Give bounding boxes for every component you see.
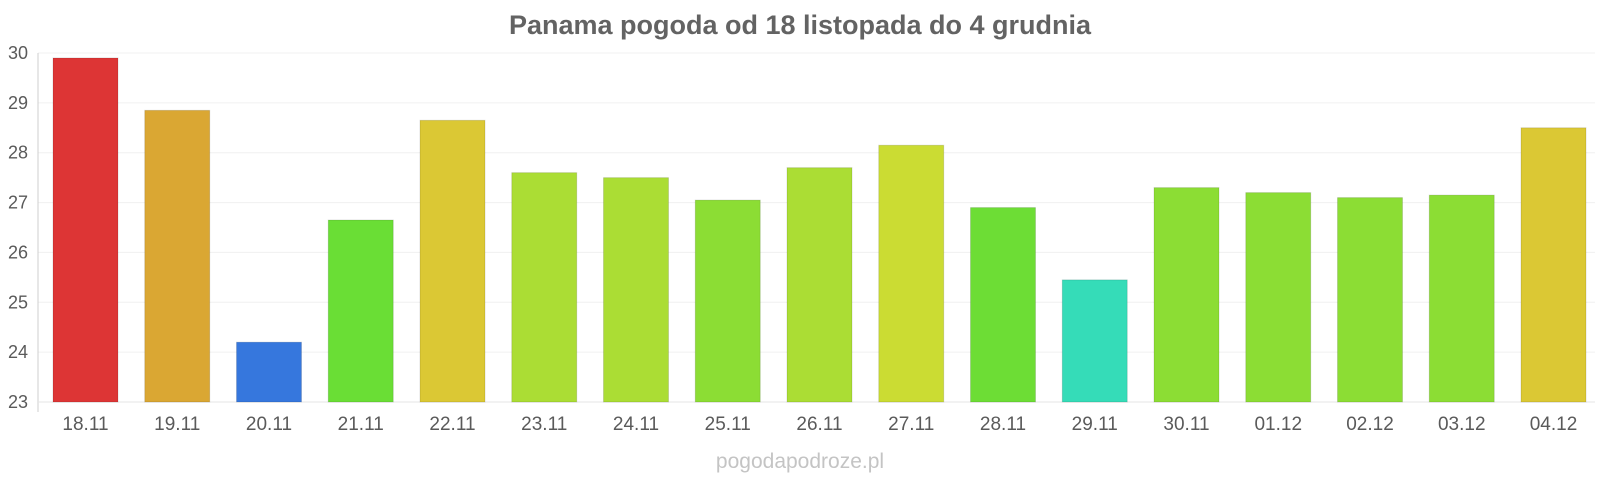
bars [52,57,1587,403]
bar-28.11 [970,207,1036,403]
x-tick-label: 21.11 [338,414,384,435]
x-tick-label: 25.11 [705,414,751,435]
x-tick-label: 02.12 [1346,414,1394,435]
bar-18.11 [52,57,119,403]
y-tick-label: 25 [8,292,28,312]
x-tick-label: 20.11 [246,414,292,435]
bar-21.11 [327,219,394,403]
bar-30.11 [1153,187,1220,403]
bar-20.11 [236,341,302,403]
y-tick-label: 23 [8,392,28,412]
bar-24.11 [603,177,669,403]
watermark: pogodapodroze.pl [715,450,885,473]
x-tick-label: 03.12 [1438,414,1486,435]
bar-22.11 [419,119,486,403]
bar-03.12 [1428,194,1495,403]
bar-23.11 [511,172,578,403]
bar-01.12 [1245,192,1312,403]
x-tick-label: 19.11 [154,414,200,435]
bar-29.11 [1061,279,1128,403]
y-tick-labels: 23 24 25 26 27 28 29 30 [8,43,28,412]
x-tick-label: 24.11 [613,414,659,435]
x-tick-label: 01.12 [1254,414,1302,435]
x-tick-label: 04.12 [1530,414,1578,435]
y-tick-label: 26 [8,242,28,262]
x-tick-label: 23.11 [521,414,567,435]
bar-19.11 [144,109,211,403]
y-tick-label: 29 [8,93,28,113]
x-tick-label: 29.11 [1072,414,1118,435]
y-tick-label: 30 [8,43,28,63]
x-tick-label: 22.11 [429,414,475,435]
x-tick-label: 26.11 [796,414,842,435]
bar-27.11 [878,144,945,403]
temperature-bar-chart: 23 24 25 26 27 28 29 30 18.11 19.11 20.11 21.11 22.… [8,43,1595,435]
bar-25.11 [694,199,761,403]
x-tick-labels: 18.11 19.11 20.11 21.11 22.11 23.11 24.11 25.11… [62,414,1577,435]
bar-04.12 [1520,127,1587,403]
chart-title: Panama pogoda od 18 listopada do 4 grudn… [508,10,1092,40]
bar-26.11 [786,167,853,403]
y-tick-label: 27 [8,193,28,213]
x-tick-label: 28.11 [980,414,1026,435]
x-tick-label: 30.11 [1163,414,1209,435]
bar-02.12 [1337,197,1403,403]
x-tick-label: 27.11 [888,414,934,435]
y-tick-label: 24 [8,342,28,362]
y-tick-label: 28 [8,143,28,163]
x-tick-label: 18.11 [62,414,108,435]
